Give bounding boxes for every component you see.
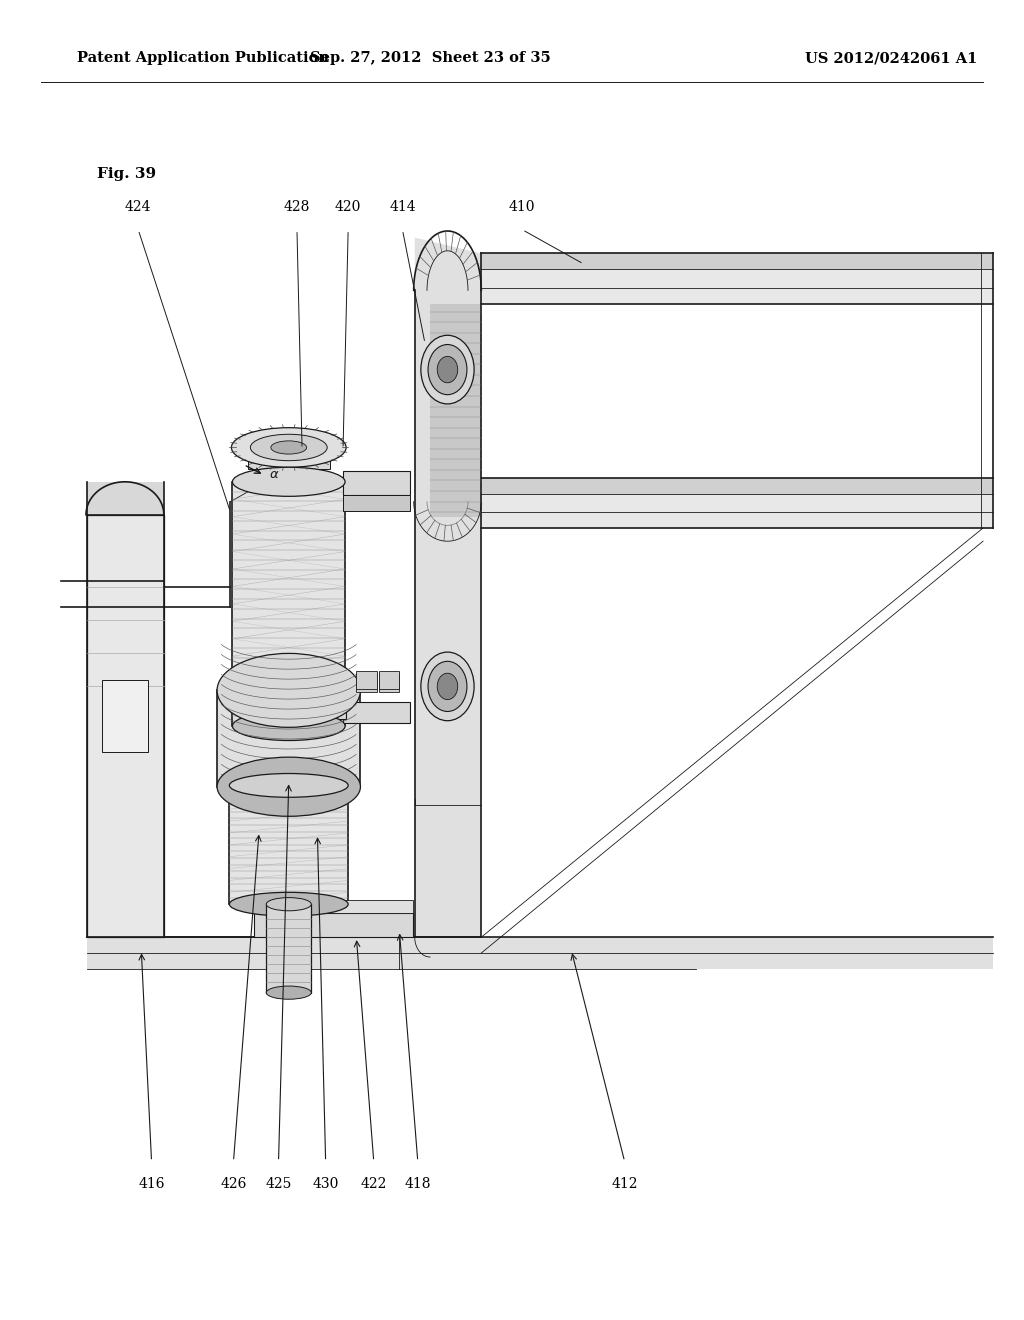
- Ellipse shape: [266, 898, 311, 911]
- Bar: [254, 696, 346, 719]
- Text: 425: 425: [265, 1177, 292, 1192]
- Bar: [356, 673, 377, 692]
- Text: 430: 430: [312, 1177, 339, 1192]
- Ellipse shape: [217, 653, 360, 727]
- Bar: [266, 904, 311, 993]
- Ellipse shape: [428, 661, 467, 711]
- Ellipse shape: [217, 758, 360, 816]
- Ellipse shape: [266, 986, 311, 999]
- Bar: [481, 478, 993, 528]
- Text: 424: 424: [125, 199, 152, 214]
- Bar: [87, 515, 164, 937]
- Bar: [379, 671, 399, 689]
- Bar: [254, 900, 413, 913]
- Bar: [87, 937, 993, 969]
- Bar: [379, 673, 399, 692]
- Bar: [356, 671, 377, 689]
- Bar: [430, 304, 481, 517]
- Text: 426: 426: [220, 1177, 247, 1192]
- Bar: [217, 690, 360, 787]
- Bar: [254, 913, 413, 937]
- Bar: [229, 785, 348, 904]
- Text: 428: 428: [284, 199, 310, 214]
- Text: Fig. 39: Fig. 39: [97, 168, 157, 181]
- Text: 412: 412: [611, 1177, 638, 1192]
- Bar: [481, 253, 993, 269]
- Bar: [481, 478, 993, 494]
- Ellipse shape: [232, 467, 345, 496]
- Bar: [248, 447, 330, 469]
- Text: 416: 416: [138, 1177, 165, 1192]
- Ellipse shape: [250, 434, 327, 461]
- Text: 410: 410: [509, 199, 536, 214]
- Bar: [343, 495, 410, 511]
- Ellipse shape: [437, 673, 458, 700]
- Ellipse shape: [421, 652, 474, 721]
- Bar: [343, 471, 410, 495]
- Text: US 2012/0242061 A1: US 2012/0242061 A1: [805, 51, 977, 65]
- Text: Patent Application Publication: Patent Application Publication: [77, 51, 329, 65]
- Ellipse shape: [421, 335, 474, 404]
- Text: Sep. 27, 2012  Sheet 23 of 35: Sep. 27, 2012 Sheet 23 of 35: [309, 51, 551, 65]
- Ellipse shape: [270, 441, 307, 454]
- Text: 414: 414: [389, 199, 416, 214]
- Text: 422: 422: [360, 1177, 387, 1192]
- Bar: [481, 253, 993, 304]
- Bar: [232, 482, 345, 726]
- Ellipse shape: [232, 711, 345, 741]
- Bar: [343, 702, 410, 723]
- Ellipse shape: [428, 345, 467, 395]
- Ellipse shape: [229, 892, 348, 916]
- Ellipse shape: [437, 356, 458, 383]
- Polygon shape: [415, 238, 481, 937]
- Text: 420: 420: [335, 199, 361, 214]
- Text: 418: 418: [404, 1177, 431, 1192]
- Bar: [87, 482, 164, 515]
- Ellipse shape: [231, 428, 346, 467]
- Ellipse shape: [229, 774, 348, 797]
- Bar: [102, 680, 148, 752]
- Text: $\alpha$: $\alpha$: [269, 467, 280, 480]
